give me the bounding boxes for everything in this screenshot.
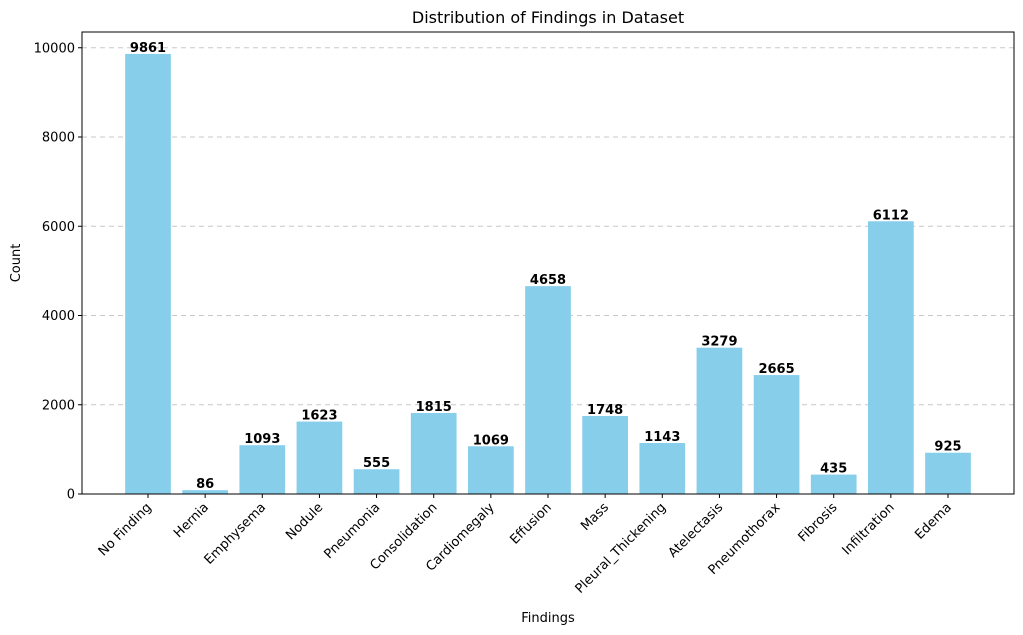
bar-hernia — [182, 490, 228, 494]
bar-cardiomegaly — [468, 446, 514, 494]
bar-nodule — [296, 421, 343, 494]
bar-infiltration — [868, 221, 914, 495]
bar-atelectasis — [696, 347, 743, 494]
bar-edema — [925, 452, 971, 494]
bar-no-finding — [125, 53, 171, 494]
bar-mass — [582, 415, 628, 494]
data-label: 1093 — [244, 432, 280, 447]
data-label: 1069 — [473, 433, 509, 448]
y-tick-label: 8000 — [42, 131, 75, 146]
data-label: 1623 — [301, 409, 337, 424]
data-label: 9861 — [130, 41, 166, 56]
data-label: 6112 — [873, 208, 909, 223]
grid-lines — [82, 47, 1014, 406]
y-axis-label: Count — [9, 244, 24, 283]
data-label: 1815 — [416, 400, 452, 415]
bar-effusion — [525, 286, 571, 494]
data-label: 925 — [934, 440, 961, 455]
bar-pleural-thickening — [639, 442, 686, 494]
chart-title: Distribution of Findings in Dataset — [412, 8, 684, 27]
bar-consolidation — [410, 413, 457, 494]
data-label: 1748 — [587, 403, 623, 418]
data-label: 86 — [196, 477, 214, 492]
plot-frame — [81, 31, 1015, 495]
data-label: 555 — [363, 456, 390, 471]
y-tick-label: 10000 — [34, 41, 75, 56]
y-tick-label: 2000 — [42, 398, 75, 413]
y-axis-ticks: 0 2000 4000 6000 8000 10000 — [34, 41, 82, 503]
bar-pneumonia — [353, 469, 400, 494]
x-axis-label: Findings — [521, 611, 575, 626]
y-tick-label: 6000 — [42, 220, 75, 235]
data-label: 435 — [820, 462, 847, 477]
y-tick-label: 0 — [67, 488, 75, 503]
data-label: 4658 — [530, 273, 566, 288]
bars — [125, 53, 971, 495]
bar-emphysema — [239, 445, 286, 494]
y-tick-label: 4000 — [42, 309, 75, 324]
data-labels: 9861 86 1093 1623 555 1815 1069 4658 1748 1143 327… — [130, 41, 962, 492]
data-label: 1143 — [644, 430, 680, 445]
data-label: 2665 — [758, 362, 794, 377]
data-label: 3279 — [701, 335, 737, 350]
bar-fibrosis — [810, 474, 857, 494]
bar-pneumothorax — [753, 375, 800, 494]
